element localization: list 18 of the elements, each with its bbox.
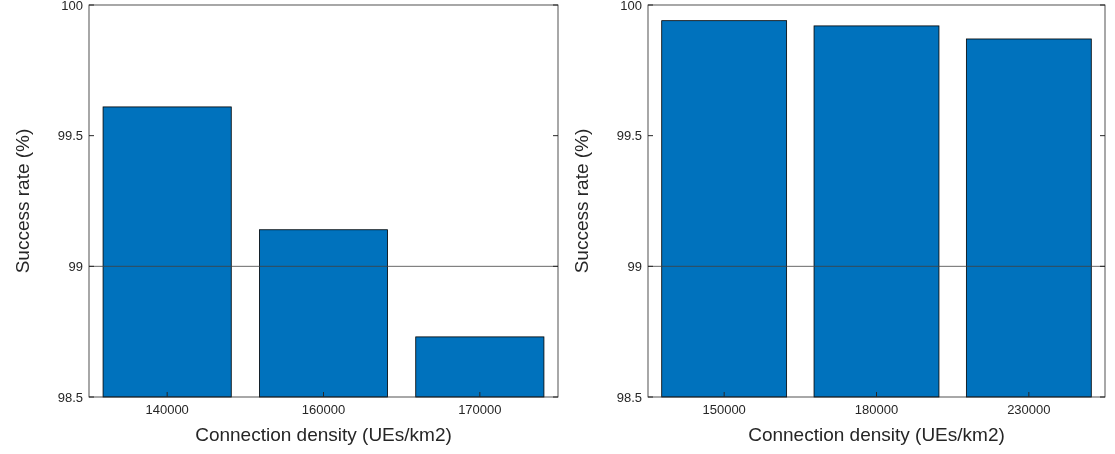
- x-tick-label: 230000: [1007, 402, 1051, 417]
- y-tick-label: 99.5: [57, 128, 83, 144]
- y-tick-label: 100: [620, 0, 642, 13]
- x-tick-label: 180000: [854, 402, 899, 417]
- x-axis-title: Connection density (UEs/km2): [195, 424, 452, 445]
- y-tick-label: 100: [61, 0, 83, 13]
- x-axis-title: Connection density (UEs/km2): [748, 424, 1005, 445]
- y-tick-label: 98.5: [57, 389, 83, 405]
- y-axis-title: Success rate (%): [571, 128, 592, 274]
- x-tick-label: 160000: [301, 402, 346, 417]
- x-tick-label: 140000: [145, 402, 189, 417]
- x-tick-label: 150000: [702, 402, 746, 417]
- y-tick-label: 99: [627, 258, 642, 274]
- y-tick-label: 99: [68, 258, 83, 274]
- y-tick-label: 98.5: [616, 389, 642, 405]
- y-tick-label: 99.5: [616, 128, 642, 144]
- y-axis-title: Success rate (%): [12, 128, 33, 274]
- x-tick-label: 170000: [458, 402, 502, 417]
